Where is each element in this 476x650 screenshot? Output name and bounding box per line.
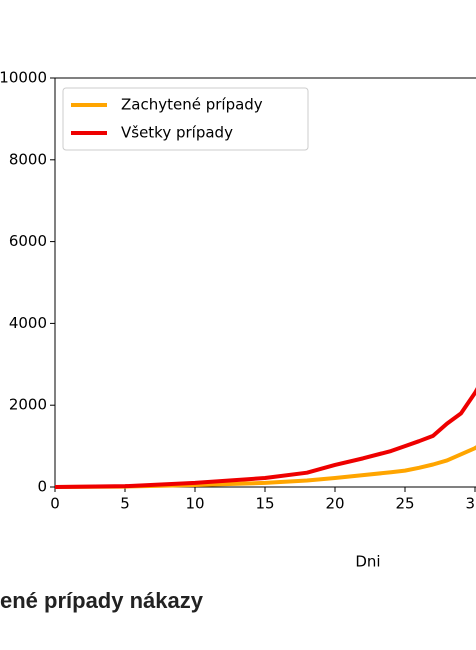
- caption: ené prípady nákazy: [0, 588, 203, 613]
- series-line: [54, 387, 476, 489]
- x-tick-label: 10: [185, 495, 204, 513]
- x-axis-label: Dni: [355, 553, 380, 571]
- y-tick-label: 2000: [9, 396, 47, 414]
- y-tick-label: 4000: [9, 314, 47, 332]
- legend-label: Zachytené prípady: [121, 96, 263, 114]
- x-tick-label: 15: [255, 495, 274, 513]
- x-tick-label: 25: [395, 495, 414, 513]
- y-tick-label: 8000: [9, 150, 47, 168]
- y-tick-label: 6000: [9, 232, 47, 250]
- y-tick-label: 0: [37, 478, 47, 496]
- legend-box: [62, 87, 309, 151]
- legend-label: Všetky prípady: [121, 124, 233, 142]
- x-tick-label: 30: [465, 495, 476, 513]
- series-line: [54, 445, 476, 489]
- x-tick-label: 5: [120, 495, 130, 513]
- x-tick-label: 20: [325, 495, 344, 513]
- y-tick-label: 10000: [0, 69, 47, 87]
- x-tick-label: 0: [50, 495, 60, 513]
